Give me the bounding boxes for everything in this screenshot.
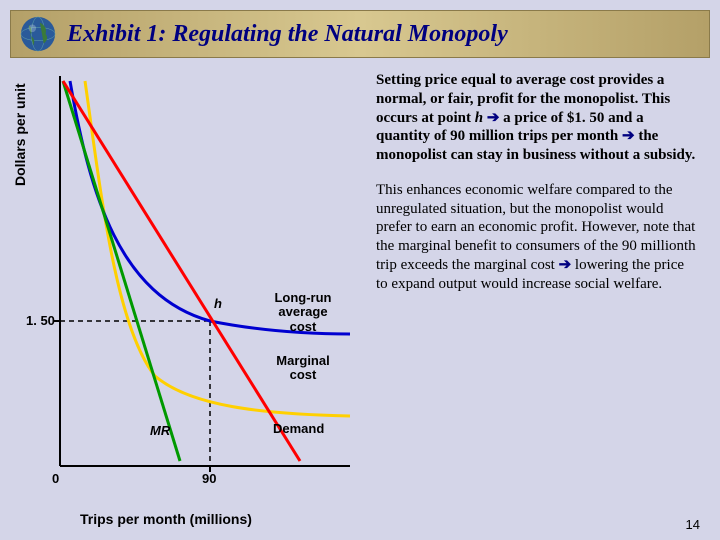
text-column: Setting price equal to average cost prov… [370,66,710,540]
x-tick-90: 90 [202,471,216,486]
point-h-label: h [214,296,222,311]
title-bar: Exhibit 1: Regulating the Natural Monopo… [10,10,710,58]
demand-label: Demand [273,421,324,436]
mr-label: MR [150,423,170,438]
x-axis-label: Trips per month (millions) [80,511,252,527]
mc-label: Marginal cost [268,354,338,383]
paragraph-1: Setting price equal to average cost prov… [376,71,698,165]
paragraph-2: This enhances economic welfare compared … [376,181,698,294]
y-axis-label: Dollars per unit [12,83,28,186]
globe-icon [19,15,57,53]
chart-svg [0,66,370,506]
x-tick-0: 0 [52,471,59,486]
slide-title: Exhibit 1: Regulating the Natural Monopo… [67,21,508,48]
page-number: 14 [686,517,700,532]
economics-chart: Dollars per unit Trips per month (millio… [0,66,370,531]
lrac-label: Long-run average cost [268,291,338,334]
y-tick-1-50: 1. 50 [26,313,55,328]
